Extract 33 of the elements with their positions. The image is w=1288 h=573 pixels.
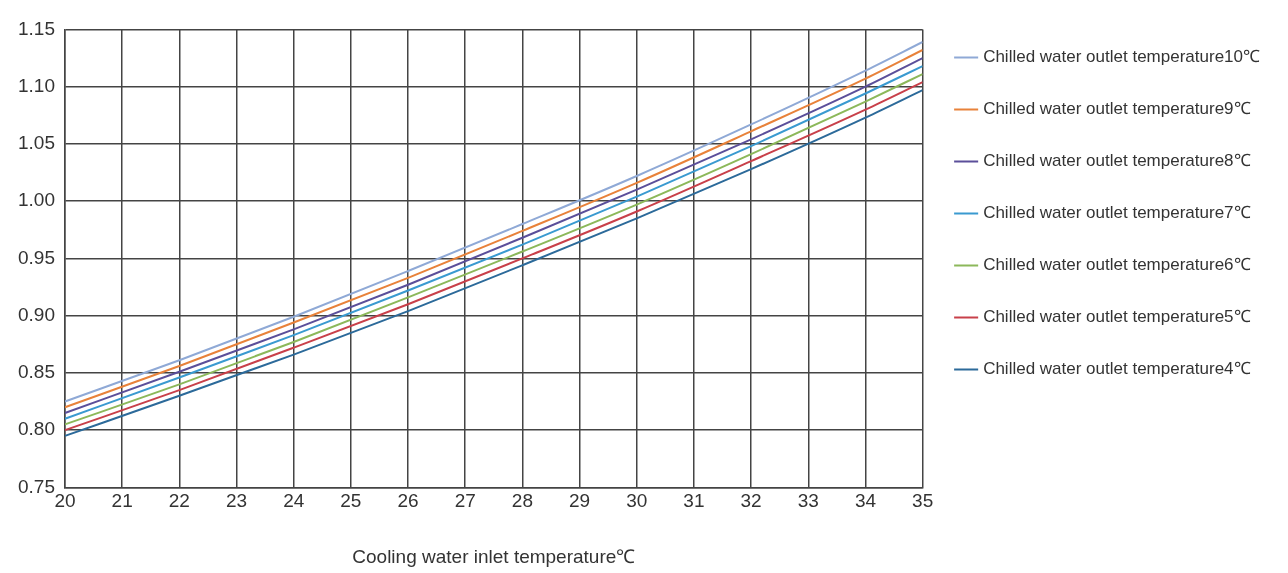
y-tick-label: 0.85 [18, 361, 55, 383]
x-tick-label: 31 [683, 490, 705, 512]
x-tick-label: 24 [283, 490, 305, 512]
legend-label: Chilled water outlet temperature9℃ [983, 99, 1251, 119]
legend-label: Chilled water outlet temperature8℃ [983, 151, 1251, 171]
y-tick-label: 0.75 [18, 475, 55, 497]
x-tick-label: 35 [912, 490, 934, 512]
x-tick-label: 20 [54, 490, 76, 512]
y-tick-label: 1.00 [18, 189, 55, 211]
x-tick-label: 23 [225, 490, 248, 512]
y-tick-label: 0.95 [18, 246, 55, 268]
y-tick-label: 0.80 [18, 418, 55, 440]
legend-label: Chilled water outlet temperature6℃ [983, 255, 1251, 275]
x-tick-label: 29 [569, 490, 591, 512]
x-tick-label: 28 [511, 490, 533, 512]
legend-label: Chilled water outlet temperature4℃ [983, 359, 1251, 379]
x-tick-label: 33 [797, 490, 819, 512]
x-tick-label: 30 [626, 490, 648, 512]
x-tick-label: 26 [397, 490, 419, 512]
legend-label: Chilled water outlet temperature5℃ [983, 307, 1251, 327]
x-tick-label: 22 [168, 490, 190, 512]
x-tick-label: 34 [854, 490, 877, 512]
y-tick-label: 1.05 [18, 132, 55, 154]
x-tick-label: 21 [111, 490, 133, 512]
legend-label: Chilled water outlet temperature7℃ [983, 203, 1251, 223]
x-tick-label: 27 [454, 490, 476, 512]
x-axis-title: Cooling water inlet temperature℃ [352, 545, 636, 567]
legend-label: Chilled water outlet temperature10℃ [983, 47, 1261, 67]
y-tick-label: 0.90 [18, 303, 55, 325]
x-tick-label: 32 [740, 490, 762, 512]
y-tick-label: 1.15 [18, 17, 55, 39]
x-tick-label: 25 [340, 490, 362, 512]
y-tick-label: 1.10 [18, 74, 55, 96]
